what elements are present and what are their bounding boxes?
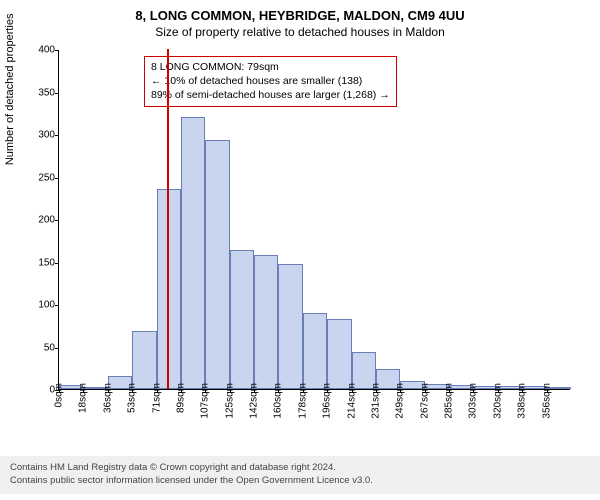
chart-area: 8 LONG COMMON: 79sqm← 10% of detached ho… [58,50,570,420]
histogram-bar [132,331,156,389]
x-tick-label: 89sqm [175,383,186,413]
x-tick-label: 231sqm [370,383,381,419]
chart-title-1: 8, LONG COMMON, HEYBRIDGE, MALDON, CM9 4… [0,0,600,23]
chart-title-2: Size of property relative to detached ho… [0,23,600,39]
y-tick-label: 350 [21,87,55,98]
y-tick-label: 200 [21,215,55,226]
y-tick-mark [55,263,59,264]
x-tick-label: 125sqm [224,383,235,419]
y-tick-label: 100 [21,300,55,311]
footer-line-1: Contains HM Land Registry data © Crown c… [10,462,590,475]
x-tick-label: 320sqm [492,383,503,419]
y-axis-label: Number of detached properties [4,14,16,166]
x-tick-label: 53sqm [127,383,138,413]
x-tick-label: 356sqm [541,383,552,419]
y-tick-label: 250 [21,172,55,183]
x-tick-label: 249sqm [395,383,406,419]
annotation-line: 8 LONG COMMON: 79sqm [151,60,390,74]
annotation-line: 89% of semi-detached houses are larger (… [151,88,390,102]
x-tick-label: 71sqm [151,383,162,413]
footer-line-2: Contains public sector information licen… [10,475,590,488]
x-tick-label: 160sqm [273,383,284,419]
y-tick-label: 50 [21,342,55,353]
y-tick-label: 150 [21,257,55,268]
x-tick-label: 142sqm [249,383,260,419]
histogram-bar [205,140,229,389]
annotation-line: ← 10% of detached houses are smaller (13… [151,74,390,88]
x-tick-label: 0sqm [54,383,65,407]
y-tick-label: 300 [21,130,55,141]
property-marker-line [167,49,169,389]
annotation-box: 8 LONG COMMON: 79sqm← 10% of detached ho… [144,56,397,107]
x-tick-label: 18sqm [78,383,89,413]
x-tick-label: 36sqm [102,383,113,413]
histogram-bar [303,313,327,390]
x-tick-label: 285sqm [444,383,455,419]
x-tick-label: 338sqm [517,383,528,419]
y-tick-mark [55,93,59,94]
x-tick-label: 267sqm [419,383,430,419]
y-tick-mark [55,178,59,179]
histogram-bar [230,250,254,389]
x-tick-label: 303sqm [468,383,479,419]
y-tick-mark [55,348,59,349]
y-tick-label: 0 [21,385,55,396]
y-tick-mark [55,305,59,306]
footer-attribution: Contains HM Land Registry data © Crown c… [0,456,600,494]
x-tick-label: 178sqm [297,383,308,419]
x-tick-label: 107sqm [200,383,211,419]
histogram-bar [327,319,351,389]
histogram-bar [278,264,302,389]
histogram-bar [254,255,278,389]
y-tick-mark [55,50,59,51]
histogram-bar [181,117,205,389]
y-tick-mark [55,135,59,136]
y-tick-mark [55,220,59,221]
x-tick-label: 196sqm [322,383,333,419]
y-tick-label: 400 [21,45,55,56]
plot-region: 8 LONG COMMON: 79sqm← 10% of detached ho… [58,50,570,390]
x-tick-label: 214sqm [346,383,357,419]
